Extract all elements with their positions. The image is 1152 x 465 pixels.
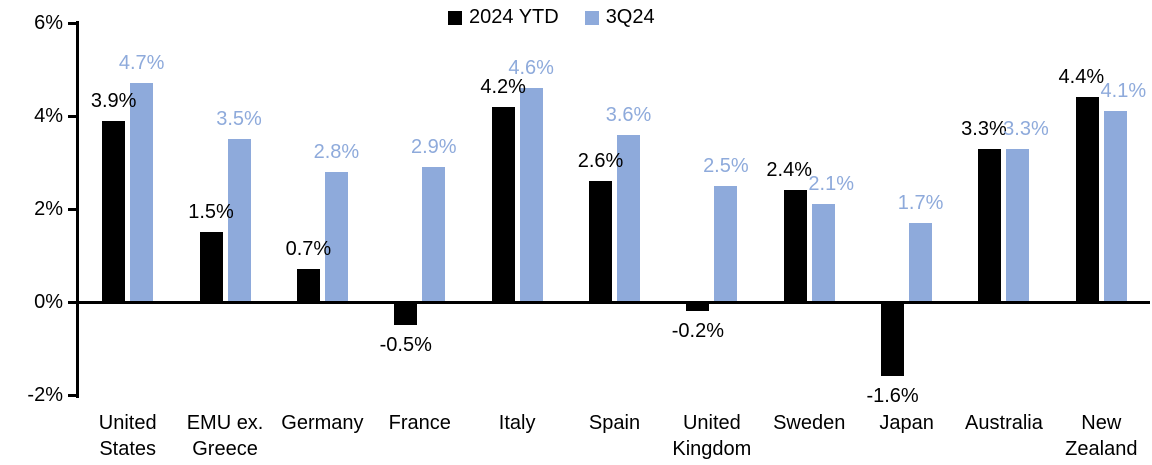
- category-label-sweden: Sweden: [773, 412, 846, 434]
- chart-legend: 2024 YTD 3Q24: [448, 6, 655, 29]
- y-axis-tick-label: 6%: [34, 12, 63, 34]
- y-axis-tick-label: 0%: [34, 291, 63, 313]
- legend-item-3q24: 3Q24: [584, 6, 655, 29]
- bar-2024-ytd-spain: [589, 181, 612, 302]
- value-label-2024-ytd-united-states: 3.9%: [90, 89, 137, 112]
- bar-2024-ytd-france: [394, 302, 418, 326]
- value-label-3q24-emu-ex-greece: 3.5%: [216, 108, 262, 131]
- bar-2024-ytd-germany: [296, 269, 320, 302]
- bar-3q24-emu-ex-greece: [227, 139, 251, 302]
- bar-3q24-new-zealand: [1103, 111, 1127, 302]
- y-axis-tick: [68, 21, 76, 25]
- bar-2024-ytd-sweden: [783, 190, 807, 302]
- category-label-united-states: United States: [98, 412, 157, 460]
- y-axis-tick-label: 4%: [34, 105, 63, 127]
- value-label-3q24-united-states: 4.7%: [118, 52, 165, 75]
- legend-item-2024-ytd: 2024 YTD: [448, 6, 559, 29]
- bar-2024-ytd-italy: [491, 106, 515, 302]
- value-label-3q24-france: 2.9%: [410, 136, 457, 159]
- value-label-3q24-australia: 3.3%: [1003, 117, 1049, 140]
- category-label-united-kingdom: United Kingdom: [672, 412, 752, 460]
- y-axis-tick-label: -2%: [27, 384, 63, 406]
- x-axis-line: [76, 300, 1150, 304]
- legend-swatch-2024-ytd-icon: [448, 10, 462, 25]
- bar-2024-ytd-australia: [978, 148, 1002, 302]
- category-label-germany: Germany: [281, 412, 364, 434]
- y-axis-tick-label: 2%: [34, 198, 63, 220]
- y-axis-tick: [68, 300, 76, 304]
- bar-3q24-united-kingdom: [714, 185, 738, 302]
- value-label-2024-ytd-germany: 0.7%: [285, 238, 332, 261]
- value-label-2024-ytd-france: -0.5%: [379, 334, 432, 357]
- bar-3q24-australia: [1006, 148, 1030, 302]
- bar-2024-ytd-united-kingdom: [686, 302, 710, 312]
- category-label-australia: Australia: [965, 412, 1043, 434]
- value-label-2024-ytd-new-zealand: 4.4%: [1058, 66, 1105, 89]
- value-label-2024-ytd-united-kingdom: -0.2%: [671, 320, 724, 343]
- bar-2024-ytd-japan: [881, 302, 905, 377]
- category-label-japan: Japan: [879, 412, 934, 434]
- value-label-2024-ytd-italy: 4.2%: [480, 75, 526, 98]
- value-label-2024-ytd-japan: -1.6%: [866, 385, 919, 408]
- legend-label-3q24: 3Q24: [605, 6, 655, 28]
- y-axis-line: [76, 21, 79, 398]
- bar-2024-ytd-united-states: [102, 120, 126, 302]
- bar-3q24-germany: [324, 171, 348, 302]
- value-label-3q24-italy: 4.6%: [508, 57, 554, 80]
- bar-3q24-united-states: [130, 83, 154, 302]
- value-label-3q24-japan: 1.7%: [897, 191, 944, 214]
- value-label-3q24-sweden: 2.1%: [808, 173, 855, 196]
- value-label-3q24-united-kingdom: 2.5%: [703, 154, 749, 177]
- bar-3q24-spain: [617, 134, 640, 302]
- legend-swatch-3q24-icon: [584, 10, 599, 25]
- legend-label-2024-ytd: 2024 YTD: [469, 6, 559, 28]
- bar-3q24-sweden: [811, 204, 835, 302]
- y-axis-tick: [68, 114, 76, 118]
- value-label-3q24-germany: 2.8%: [313, 140, 360, 163]
- category-label-new-zealand: New Zealand: [1065, 412, 1138, 460]
- category-label-france: France: [388, 412, 451, 434]
- value-label-2024-ytd-emu-ex-greece: 1.5%: [188, 201, 234, 224]
- y-axis-tick: [68, 393, 76, 397]
- bar-2024-ytd-emu-ex-greece: [199, 232, 223, 302]
- bar-3q24-france: [422, 167, 446, 302]
- bar-3q24-italy: [519, 88, 543, 302]
- bar-3q24-japan: [909, 222, 933, 302]
- value-label-3q24-new-zealand: 4.1%: [1100, 80, 1147, 103]
- category-label-spain: Spain: [588, 412, 641, 434]
- value-label-2024-ytd-sweden: 2.4%: [766, 159, 813, 182]
- category-label-emu-ex-greece: EMU ex. Greece: [186, 412, 264, 460]
- category-label-italy: Italy: [498, 412, 536, 434]
- bar-2024-ytd-new-zealand: [1075, 97, 1099, 302]
- value-label-2024-ytd-australia: 3.3%: [961, 117, 1007, 140]
- y-axis-tick: [68, 207, 76, 211]
- value-label-3q24-spain: 3.6%: [605, 103, 652, 126]
- value-label-2024-ytd-spain: 2.6%: [577, 150, 624, 173]
